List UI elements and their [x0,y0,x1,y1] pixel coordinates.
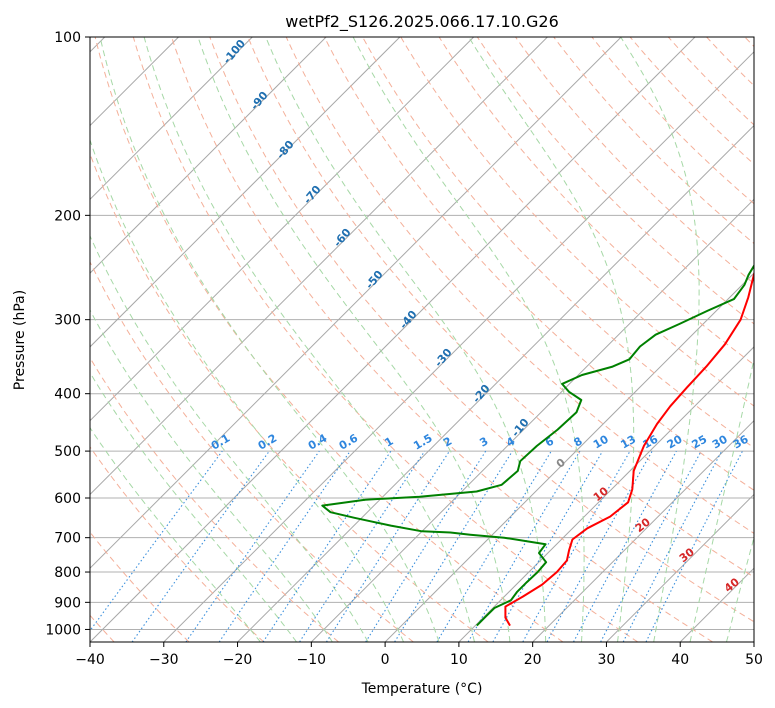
dewpoint-line [321,263,754,627]
dry-adiabat [553,37,754,245]
isotherm-line [237,124,754,642]
plot-frame [89,36,755,643]
mixing-ratio-line [573,450,677,642]
isotherm-line [606,493,754,642]
sounding-series [321,263,754,627]
background-lines [90,37,754,642]
x-tick-label: −40 [75,652,105,668]
isotherm-line [384,272,754,642]
dry-adiabat [132,37,639,642]
y-axis-label: Pressure (hPa) [12,290,28,390]
mixing-ratio-line [185,450,320,642]
moist-adiabat [90,234,369,642]
moist-adiabat [265,37,547,642]
moist-adiabat [620,37,700,642]
dry-adiabat [209,37,754,623]
y-tick-label: 500 [54,444,81,460]
moist-adiabat [143,37,475,642]
x-tick-label: 20 [524,652,542,668]
y-tick-label: 900 [54,595,81,611]
mixing-ratio-line [522,450,631,642]
x-tick-label: −30 [149,652,179,668]
dry-adiabat [362,37,754,449]
isotherm-line [90,37,622,569]
x-tick-label: −10 [297,652,327,668]
y-axis: 100 200 300 400 500 600 700 800 900 1000 [45,30,90,638]
dry-adiabat [90,446,265,642]
isotherm-line [90,37,548,496]
dry-adiabat [247,37,754,578]
dry-adiabat [323,37,754,491]
x-tick-label: 10 [450,652,468,668]
dry-adiabat [400,37,754,407]
y-tick-label: 1000 [45,622,81,638]
x-tick-label: 40 [671,652,689,668]
dry-adiabat [629,37,754,165]
moist-adiabat [689,356,754,642]
mixing-ratio-line [546,450,653,642]
isotherm-line [90,37,475,422]
x-tick-label: 0 [381,652,390,668]
y-tick-label: 400 [54,387,81,403]
moist-adiabat [90,371,298,642]
y-tick-label: 200 [54,208,81,224]
y-tick-label: 300 [54,313,81,329]
x-axis-label: Temperature (°C) [361,681,483,697]
dry-adiabat [90,260,414,642]
x-axis: −40 −30 −20 −10 0 10 20 30 40 50 [75,642,763,668]
isotherm-line [532,419,754,642]
isotherm-line [753,641,754,642]
mixing-ratio-line [325,450,450,642]
y-tick-label: 800 [54,565,81,581]
x-tick-label: −20 [223,652,253,668]
x-tick-label: 50 [745,652,763,668]
mixing-ratio-line [299,450,426,642]
moist-adiabat [352,37,585,642]
isotherm-line [163,51,754,642]
moist-adiabat [726,536,754,642]
y-tick-label: 700 [54,531,81,547]
y-tick-label: 600 [54,491,81,507]
isotherm-line [90,37,696,642]
isotherm-line [458,346,754,642]
plot-background [90,37,754,642]
moist-adiabat [99,37,440,642]
temperature-line [504,271,754,627]
moist-adiabat [197,37,511,642]
isotherm-line [90,37,401,348]
mixing-ratio-line [262,450,392,642]
mixing-ratio-line [90,450,223,632]
chart-title: wetPf2_S126.2025.066.17.10.G26 [285,12,559,32]
y-tick-label: 100 [54,30,81,46]
mixing-ratio-line [645,450,743,642]
mixing-ratio-line [394,450,513,642]
dry-adiabat [438,37,754,366]
mixing-ratio-line [131,450,270,642]
isotherm-line [90,37,327,274]
x-tick-label: 30 [598,652,616,668]
dry-adiabat [515,37,754,285]
isotherm-line [90,37,253,201]
moist-adiabat [90,138,405,642]
moist-adiabat [90,426,261,642]
mixing-ratio-line [218,450,351,642]
